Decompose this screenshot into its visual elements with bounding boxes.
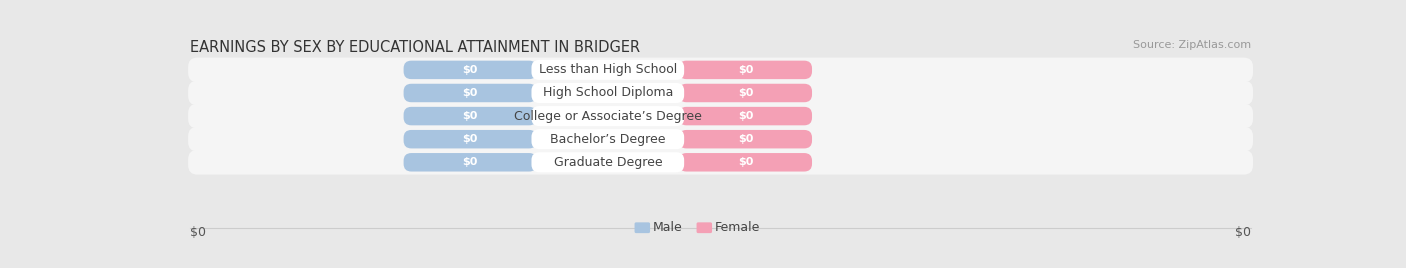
Text: $0: $0 — [463, 88, 478, 98]
FancyBboxPatch shape — [188, 104, 1253, 128]
FancyBboxPatch shape — [404, 61, 537, 79]
FancyBboxPatch shape — [404, 84, 537, 102]
Text: Bachelor’s Degree: Bachelor’s Degree — [550, 133, 665, 146]
FancyBboxPatch shape — [188, 58, 1253, 82]
Text: Graduate Degree: Graduate Degree — [554, 156, 662, 169]
FancyBboxPatch shape — [679, 130, 813, 148]
Text: $0: $0 — [1236, 226, 1251, 239]
Text: $0: $0 — [738, 111, 754, 121]
FancyBboxPatch shape — [634, 222, 650, 233]
Text: High School Diploma: High School Diploma — [543, 87, 673, 99]
FancyBboxPatch shape — [188, 81, 1253, 105]
FancyBboxPatch shape — [531, 106, 685, 126]
Text: Male: Male — [652, 221, 682, 234]
Text: College or Associate’s Degree: College or Associate’s Degree — [513, 110, 702, 122]
Text: $0: $0 — [463, 65, 478, 75]
Text: $0: $0 — [738, 65, 754, 75]
FancyBboxPatch shape — [188, 127, 1253, 151]
Text: Source: ZipAtlas.com: Source: ZipAtlas.com — [1133, 40, 1251, 50]
FancyBboxPatch shape — [404, 107, 537, 125]
FancyBboxPatch shape — [188, 150, 1253, 175]
FancyBboxPatch shape — [679, 84, 813, 102]
Text: $0: $0 — [463, 134, 478, 144]
Text: $0: $0 — [463, 157, 478, 167]
Text: $0: $0 — [463, 111, 478, 121]
FancyBboxPatch shape — [531, 129, 685, 149]
Text: $0: $0 — [190, 226, 205, 239]
FancyBboxPatch shape — [696, 222, 711, 233]
FancyBboxPatch shape — [531, 83, 685, 103]
Text: Female: Female — [714, 221, 759, 234]
FancyBboxPatch shape — [679, 153, 813, 172]
FancyBboxPatch shape — [404, 130, 537, 148]
Text: $0: $0 — [738, 157, 754, 167]
FancyBboxPatch shape — [531, 152, 685, 172]
Text: $0: $0 — [738, 88, 754, 98]
FancyBboxPatch shape — [679, 107, 813, 125]
FancyBboxPatch shape — [679, 61, 813, 79]
Text: Less than High School: Less than High School — [538, 64, 676, 76]
FancyBboxPatch shape — [531, 60, 685, 80]
FancyBboxPatch shape — [404, 153, 537, 172]
Text: $0: $0 — [738, 134, 754, 144]
Text: EARNINGS BY SEX BY EDUCATIONAL ATTAINMENT IN BRIDGER: EARNINGS BY SEX BY EDUCATIONAL ATTAINMEN… — [190, 40, 640, 55]
